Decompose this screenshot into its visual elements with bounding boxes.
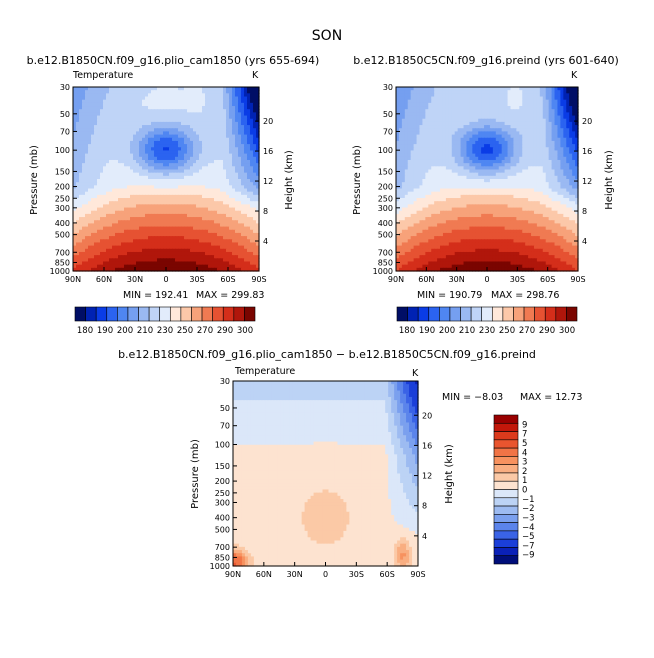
panel-2-units: K (571, 70, 578, 81)
panel-1-ytick-label: 150 (55, 167, 70, 176)
panel-1-ytick-label: 50 (60, 110, 70, 119)
panel-2-contour-field (396, 87, 579, 272)
panel-1-ytick-label: 500 (55, 231, 70, 240)
panel-1-htick-label: 16 (263, 147, 273, 156)
panel-1-contour-field (73, 87, 260, 272)
panel-1-xtick-label: 90S (251, 275, 266, 284)
panel-1-ytick-label: 250 (55, 194, 70, 203)
panel-1-min: MIN = 192.41 (123, 290, 188, 301)
panel-1-ytick-label: 400 (55, 219, 70, 228)
panel-1-ytick-label: 100 (55, 146, 70, 155)
panel-1-ylabel-right: Height (km) (284, 150, 295, 210)
page-title: SON (312, 28, 342, 44)
panel-1-subtitle: Temperature (72, 70, 133, 81)
panel-1-xtick-label: 0 (163, 275, 168, 284)
panel-1-ytick-label: 30 (60, 83, 70, 92)
panel-1-xtick-label: 90N (65, 275, 81, 284)
panel-1-units: K (252, 70, 259, 81)
panel-1-title: b.e12.B1850CN.f09_g16.plio_cam1850 (yrs … (27, 54, 320, 67)
panel-1-ytick-label: 700 (55, 248, 70, 257)
panel-1-xtick-label: 30N (127, 275, 143, 284)
panel-1: b.e12.B1850CN.f09_g16.plio_cam1850 (yrs … (27, 54, 320, 301)
panel-1-max: MAX = 299.83 (196, 290, 264, 301)
panel-1-ytick-label: 300 (55, 204, 70, 213)
panel-2: b.e12.B1850C5CN.f09_g16.preind (yrs 601-… (352, 54, 619, 301)
panel-1-xtick-label: 30S (189, 275, 204, 284)
panel-2-title: b.e12.B1850C5CN.f09_g16.preind (yrs 601-… (353, 54, 619, 67)
panel-1-ytick-label: 200 (55, 183, 70, 192)
panel-1-htick-label: 20 (263, 117, 273, 126)
panel-1-htick-label: 8 (263, 207, 268, 216)
panel-1-ytick-label: 70 (60, 127, 70, 136)
panel-1-htick-label: 4 (263, 237, 268, 246)
panel-1-ylabel: Pressure (mb) (29, 145, 40, 215)
panel-1-xtick-label: 60S (220, 275, 235, 284)
panel-1-xtick-label: 60N (96, 275, 112, 284)
panel-1-htick-label: 12 (263, 177, 273, 186)
